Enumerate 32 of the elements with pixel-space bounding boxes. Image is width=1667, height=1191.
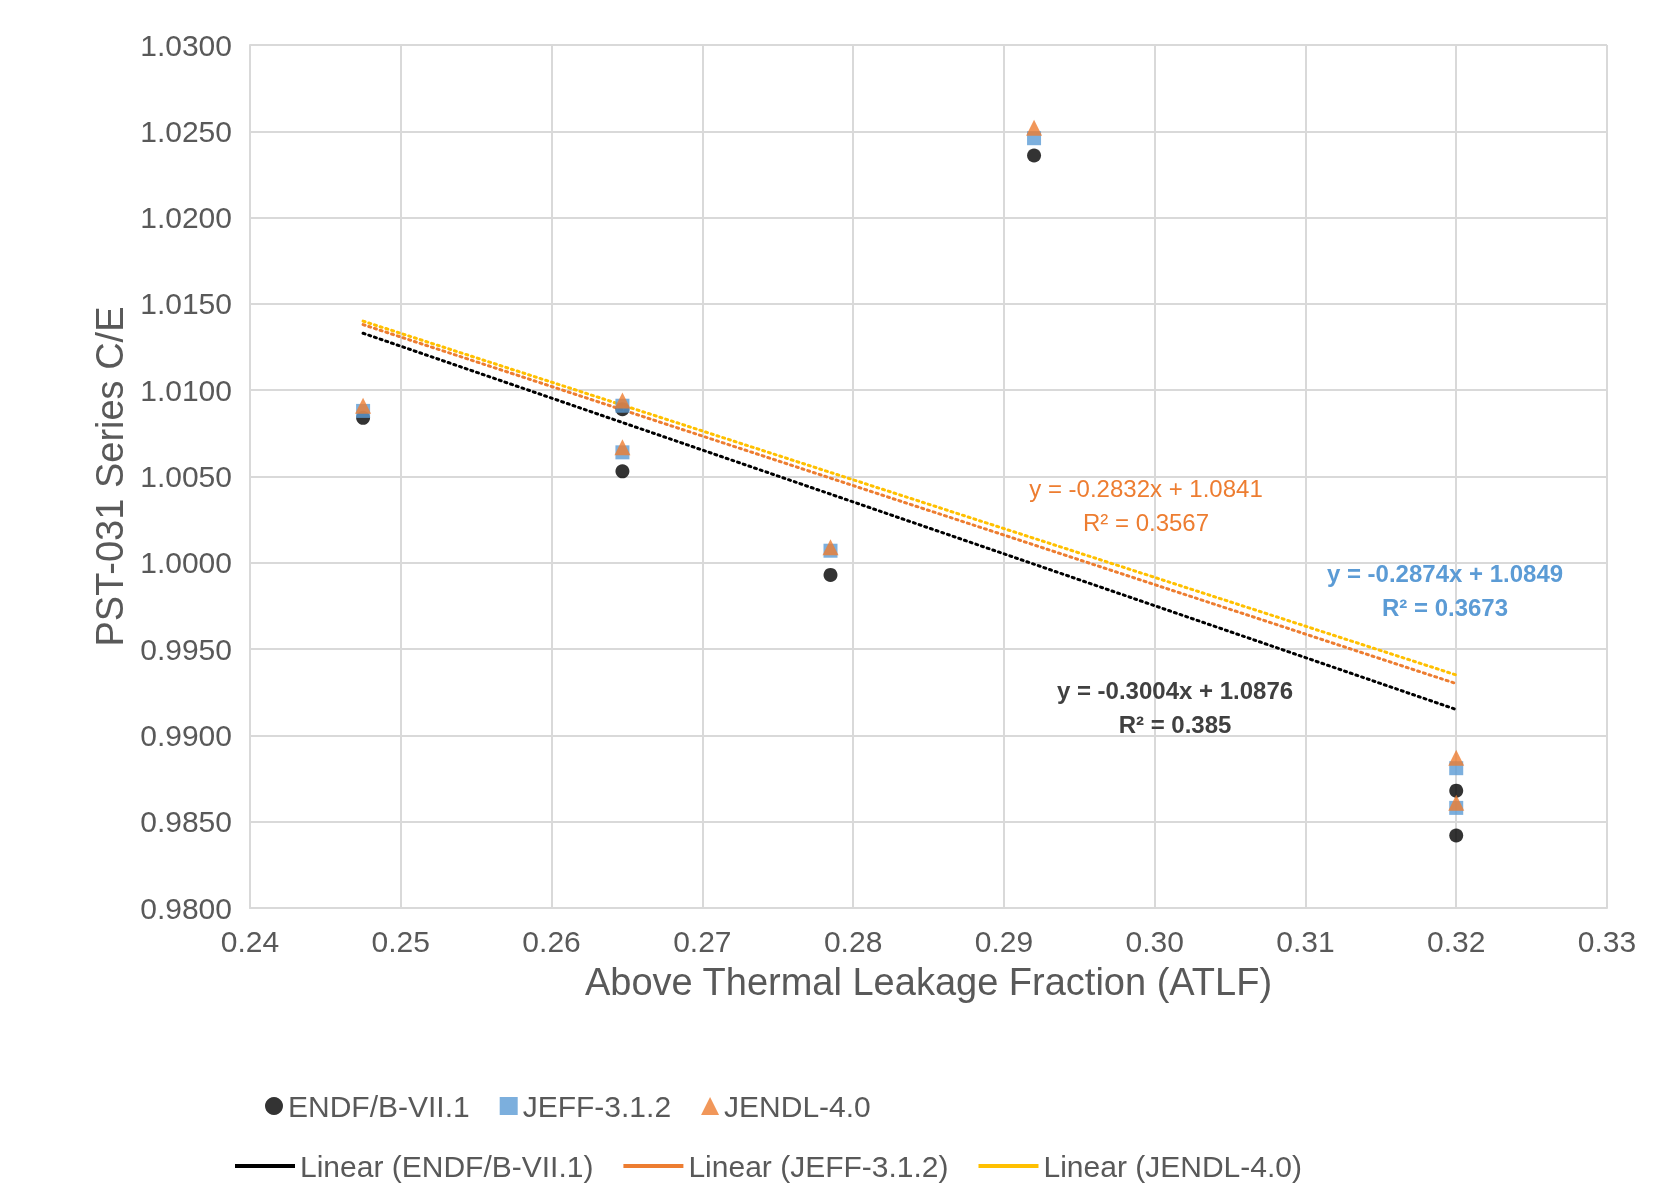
y-tick-label: 0.9900 [140, 718, 232, 752]
legend-label: ENDF/B-VII.1 [288, 1089, 470, 1123]
y-axis-title: PST-031 Series C/E [89, 306, 132, 647]
legend-label: JEFF-3.1.2 [522, 1089, 672, 1123]
x-tick-label: 0.26 [522, 924, 581, 958]
x-tick-label: 0.29 [974, 924, 1034, 958]
y-tick-label: 1.0050 [140, 460, 232, 493]
y-tick-label: 0.9950 [140, 632, 232, 666]
x-tick-label: 0.24 [220, 924, 280, 958]
annotation: y = -0.2874x + 1.0849 R² = 0.3673 [1326, 559, 1564, 621]
legend-label: JENDL-4.0 [724, 1089, 871, 1123]
annotation: y = -0.2832x + 1.0841 R² = 0.3567 [1029, 474, 1263, 536]
legend-label: Linear (ENDF/B-VII.1) [300, 1149, 594, 1183]
y-tick-label: 1.0300 [140, 28, 232, 62]
x-tick-label: 0.27 [673, 924, 732, 958]
x-tick-label: 0.32 [1427, 924, 1486, 958]
x-tick-label: 0.28 [823, 924, 883, 958]
y-tick-label: 1.0100 [140, 373, 232, 407]
x-tick-label: 0.33 [1577, 924, 1637, 958]
x-axis-title: Above Thermal Leakage Fraction (ATLF) [584, 961, 1273, 1003]
y-tick-label: 0.9800 [140, 891, 232, 925]
x-tick-label: 0.30 [1125, 924, 1184, 958]
annotation: y = -0.3004x + 1.0876 R² = 0.385 [1056, 676, 1294, 738]
x-tick-label: 0.31 [1276, 924, 1335, 958]
y-tick-label: 1.0250 [140, 114, 232, 148]
y-tick-label: 0.9850 [140, 805, 232, 839]
y-tick-label: 1.0200 [140, 201, 232, 235]
y-tick-label: 1.0000 [140, 546, 232, 580]
y-tick-label: 1.0150 [140, 287, 232, 321]
x-tick-label: 0.25 [371, 924, 430, 958]
legend-label: Linear (JEFF-3.1.2) [688, 1149, 949, 1183]
legend-label: Linear (JENDL-4.0) [1043, 1149, 1302, 1183]
